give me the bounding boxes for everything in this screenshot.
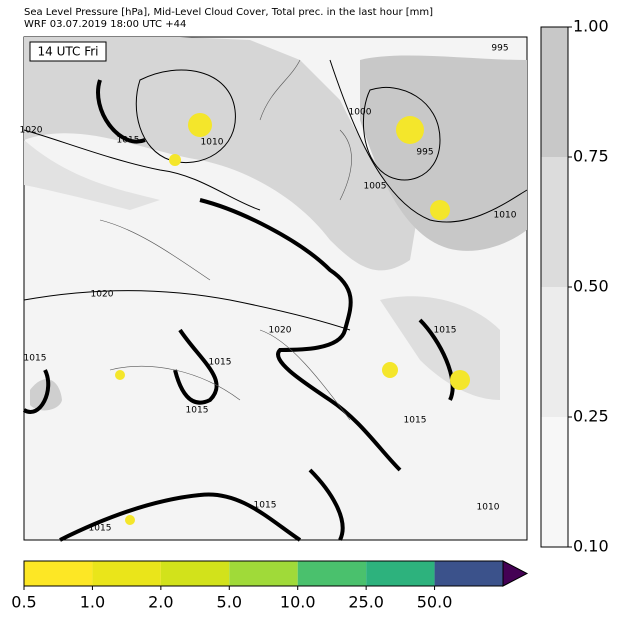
- cloud-colorbar: 1.00 0.75 0.50 0.25 0.10: [540, 17, 609, 556]
- colorbar-tick-label: 5.0: [217, 593, 242, 612]
- colorbar-segment: [541, 157, 568, 287]
- isobar-label: 1005: [364, 182, 387, 192]
- isobar-label: 995: [416, 148, 433, 158]
- colorbar-segment: [160, 561, 230, 586]
- isobar-label: 1015: [24, 354, 47, 364]
- isobar-label: 1015: [117, 136, 140, 146]
- colorbar-segment: [297, 561, 367, 586]
- colorbar-tick-label: 10.0: [280, 593, 316, 612]
- isobar-label: 1015: [186, 406, 209, 416]
- colorbar-tick-label: 50.0: [417, 593, 453, 612]
- time-label: 14 UTC Fri: [38, 45, 99, 59]
- colorbar-segment: [434, 561, 503, 586]
- colorbar-segment: [541, 417, 568, 547]
- colorbar-tick-label: 1.0: [80, 593, 105, 612]
- colorbar-frame: [23, 560, 503, 587]
- colorbar-tick-label: 1.00: [573, 17, 609, 36]
- isobar-label: 1020: [91, 290, 114, 300]
- map: 14 UTC Fri: [22, 36, 528, 542]
- colorbar-segment: [92, 561, 161, 586]
- colorbar-tick-label: 2.0: [148, 593, 173, 612]
- precip-colorbar: 0.5 1.0 2.0 5.0 10.0 25.0 50.0: [11, 560, 529, 612]
- colorbar-extend: [502, 560, 529, 587]
- colorbar-tick-label: 0.50: [573, 277, 609, 296]
- isobar-label: 1000: [349, 108, 372, 118]
- colorbar-segment: [24, 561, 93, 586]
- isobar-label: 1010: [201, 138, 224, 148]
- colorbar-segment: [366, 561, 435, 586]
- colorbar-tick-label: 25.0: [348, 593, 384, 612]
- colorbar-segment: [229, 561, 298, 586]
- colorbar-tick-label: 0.5: [11, 593, 36, 612]
- isobar-label: 1015: [209, 358, 232, 368]
- colorbar-segment: [541, 287, 568, 417]
- isobar-label: 995: [491, 44, 508, 54]
- colorbar-tick-label: 0.10: [573, 537, 609, 556]
- header-line: Sea Level Pressure [hPa], Mid-Level Clou…: [24, 7, 433, 18]
- isobar-label: 1020: [269, 326, 292, 336]
- isobar-label: 1010: [477, 503, 500, 513]
- colorbar-segment: [541, 27, 568, 157]
- isobar-label: 1010: [494, 211, 517, 221]
- isobar-label: 1015: [434, 326, 457, 336]
- isobar-label: 1015: [404, 416, 427, 426]
- isobar-label: 1015: [254, 501, 277, 511]
- header-line: WRF 03.07.2019 18:00 UTC +44: [24, 19, 186, 30]
- isobar-label: 1015: [89, 524, 112, 534]
- colorbar-tick-label: 0.75: [573, 147, 609, 166]
- colorbar-tick-label: 0.25: [573, 407, 609, 426]
- isobar-label: 1020: [20, 126, 43, 136]
